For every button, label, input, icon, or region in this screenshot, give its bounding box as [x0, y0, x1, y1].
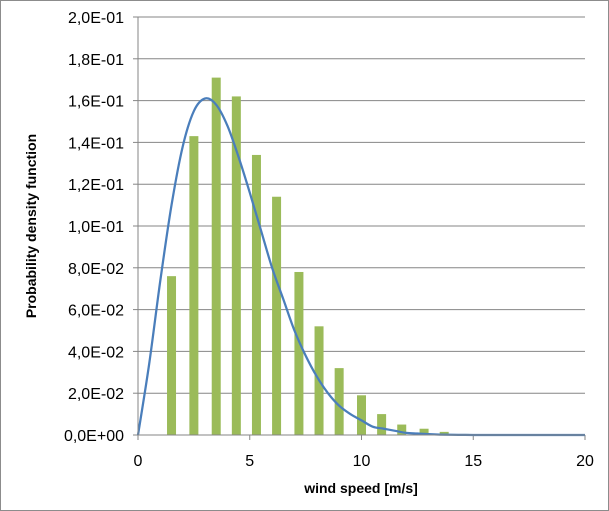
bar	[419, 428, 429, 435]
axes	[137, 17, 585, 436]
bar	[272, 196, 282, 435]
bar	[439, 431, 449, 435]
x-tick-label: 15	[464, 453, 482, 470]
x-tick-label: 10	[353, 453, 371, 470]
x-tick-label: 5	[245, 453, 254, 470]
bar	[189, 136, 199, 435]
y-tick-label: 4,0E-02	[68, 344, 124, 361]
bar	[334, 368, 344, 435]
y-tick-labels: 0,0E+00 2,0E-02 4,0E-02 6,0E-02 8,0E-02 1,0E-…	[64, 10, 124, 445]
y-tick-label: 2,0E-01	[68, 10, 124, 27]
bar	[231, 96, 241, 436]
pdf-line	[136, 97, 585, 437]
y-tick-label: 6,0E-02	[68, 303, 124, 320]
y-tick-label: 1,0E-01	[68, 219, 124, 236]
y-tick-label: 1,2E-01	[68, 177, 124, 194]
y-tick-label: 0,0E+00	[64, 428, 124, 445]
bar	[294, 271, 304, 435]
bar	[357, 395, 366, 435]
y-tick-label: 2,0E-02	[68, 386, 124, 403]
y-axis-title: Probability density function	[23, 134, 39, 318]
pdf-curve	[136, 97, 585, 437]
bar	[211, 77, 221, 436]
x-tick-labels: 0 5 10 15 20	[134, 453, 594, 470]
y-tick-label: 8,0E-02	[68, 261, 124, 278]
y-tick-label: 1,8E-01	[68, 52, 124, 69]
bar	[397, 424, 407, 435]
y-tick-label: 1,4E-01	[68, 135, 124, 152]
x-axis-title: wind speed [m/s]	[303, 480, 418, 496]
grid-lines	[133, 16, 586, 440]
x-tick-label: 0	[134, 453, 143, 470]
bar	[377, 414, 387, 435]
y-tick-label: 1,6E-01	[68, 94, 124, 111]
bar	[167, 276, 177, 435]
x-tick-label: 20	[576, 453, 594, 470]
bar	[251, 154, 261, 435]
bar-series	[167, 77, 469, 436]
